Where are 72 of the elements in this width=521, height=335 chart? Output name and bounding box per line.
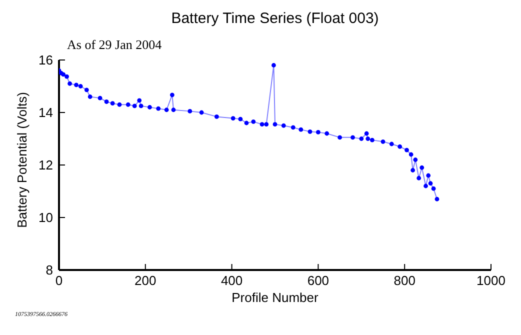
point bbox=[264, 122, 269, 127]
y-axis-title: Battery Potential (Volts) bbox=[14, 92, 30, 228]
point bbox=[238, 116, 243, 122]
point bbox=[316, 130, 320, 134]
point bbox=[110, 101, 115, 106]
point bbox=[308, 129, 312, 134]
point bbox=[260, 122, 264, 127]
point bbox=[148, 105, 152, 110]
point bbox=[431, 186, 436, 191]
point bbox=[404, 148, 409, 152]
point bbox=[84, 88, 89, 92]
point bbox=[298, 127, 304, 132]
point bbox=[428, 181, 433, 186]
point bbox=[370, 138, 374, 142]
point bbox=[126, 102, 130, 107]
point bbox=[359, 136, 364, 141]
point bbox=[117, 102, 122, 107]
point bbox=[74, 82, 78, 88]
x-tick-label: 400 bbox=[220, 273, 243, 288]
point bbox=[68, 81, 72, 86]
point bbox=[426, 173, 431, 178]
x-tick-label: 1000 bbox=[476, 273, 506, 288]
x-tick-label: 600 bbox=[307, 273, 330, 288]
point bbox=[156, 106, 161, 111]
point bbox=[88, 94, 92, 99]
point bbox=[132, 104, 137, 108]
x-tick-label: 200 bbox=[134, 273, 156, 288]
point bbox=[61, 72, 66, 77]
point bbox=[424, 184, 428, 188]
x-tick-label: 800 bbox=[394, 273, 416, 288]
point bbox=[281, 123, 286, 128]
point bbox=[199, 110, 204, 115]
point bbox=[434, 196, 440, 202]
point bbox=[171, 108, 176, 112]
point bbox=[214, 114, 219, 119]
point bbox=[188, 108, 192, 114]
y-tick-label: 8 bbox=[46, 262, 53, 278]
point bbox=[398, 144, 402, 149]
point bbox=[366, 136, 370, 141]
point bbox=[350, 135, 355, 140]
point bbox=[420, 165, 424, 170]
point bbox=[251, 119, 256, 124]
point bbox=[272, 63, 276, 68]
point bbox=[230, 116, 236, 120]
y-tick-label: 14 bbox=[38, 105, 53, 120]
y-tick-label: 16 bbox=[38, 52, 53, 68]
point bbox=[137, 98, 142, 103]
point bbox=[244, 120, 249, 126]
point bbox=[408, 152, 414, 157]
point bbox=[272, 122, 278, 127]
point bbox=[290, 125, 296, 130]
point bbox=[170, 92, 174, 98]
point bbox=[364, 131, 369, 136]
point bbox=[416, 176, 422, 180]
chart-subtitle: As of 29 Jan 2004 bbox=[67, 37, 162, 53]
point bbox=[104, 100, 109, 104]
point bbox=[138, 104, 144, 108]
x-tick-label: 0 bbox=[55, 273, 63, 288]
point bbox=[64, 74, 69, 79]
chart-title: Battery Time Series (Float 003) bbox=[170, 10, 380, 27]
x-axis-title: Profile Number bbox=[230, 290, 320, 305]
point bbox=[413, 158, 418, 162]
point bbox=[410, 168, 416, 172]
point bbox=[389, 142, 394, 146]
point bbox=[324, 131, 330, 136]
point bbox=[338, 135, 342, 140]
point bbox=[380, 139, 386, 144]
y-tick-label: 12 bbox=[38, 158, 53, 173]
point bbox=[78, 84, 83, 88]
point bbox=[98, 96, 102, 100]
point bbox=[164, 108, 169, 112]
y-tick-label: 10 bbox=[38, 210, 53, 226]
